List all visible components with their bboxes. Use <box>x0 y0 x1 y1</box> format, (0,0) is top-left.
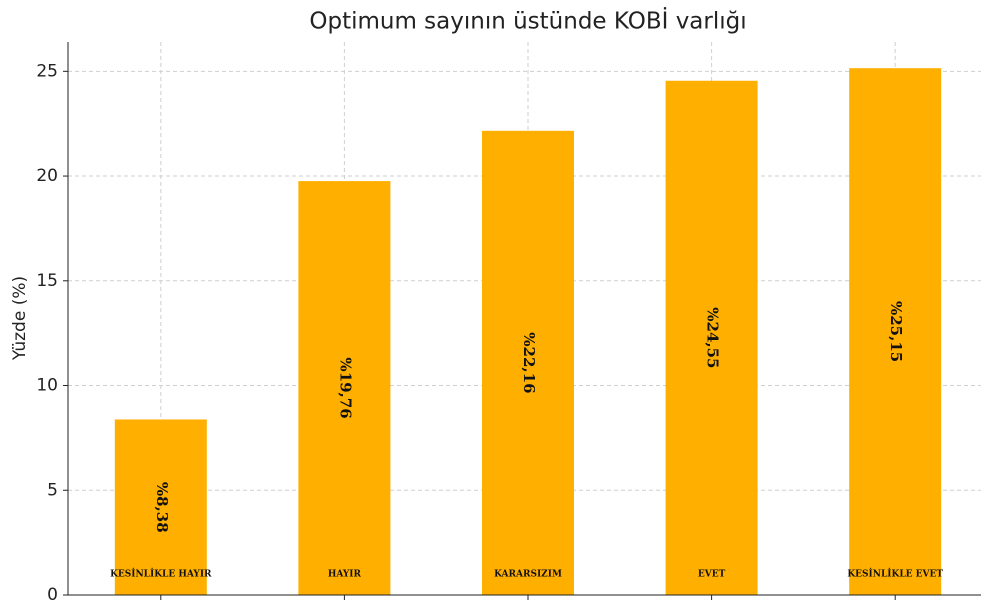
y-tick-label: 15 <box>36 271 58 291</box>
bar <box>665 80 758 595</box>
bar <box>298 181 391 595</box>
value-label: %19,76 <box>336 357 354 418</box>
bar <box>114 419 207 595</box>
bar <box>849 68 942 595</box>
bar-category-label: HAYIR <box>328 570 362 580</box>
bar-category-label: KESİNLİKLE HAYIR <box>110 567 212 580</box>
value-label: %8,38 <box>153 482 171 533</box>
y-tick-label: 0 <box>47 585 58 602</box>
y-tick-label: 10 <box>36 376 58 396</box>
bar-category-label: EVET <box>698 570 726 580</box>
value-label: %24,55 <box>704 307 722 368</box>
value-label: %22,16 <box>520 332 538 393</box>
y-tick-label: 20 <box>36 166 58 186</box>
y-axis-label: Yüzde (%) <box>10 276 30 361</box>
y-tick-label: 5 <box>47 480 58 500</box>
bar-category-label: KESİNLİKLE EVET <box>847 567 943 580</box>
chart-title: Optimum sayının üstünde KOBİ varlığı <box>309 7 746 35</box>
bar-category-label: KARARSIZIM <box>494 570 562 580</box>
bar <box>482 130 574 595</box>
value-label: %25,15 <box>887 301 905 362</box>
y-tick-label: 25 <box>36 61 58 81</box>
